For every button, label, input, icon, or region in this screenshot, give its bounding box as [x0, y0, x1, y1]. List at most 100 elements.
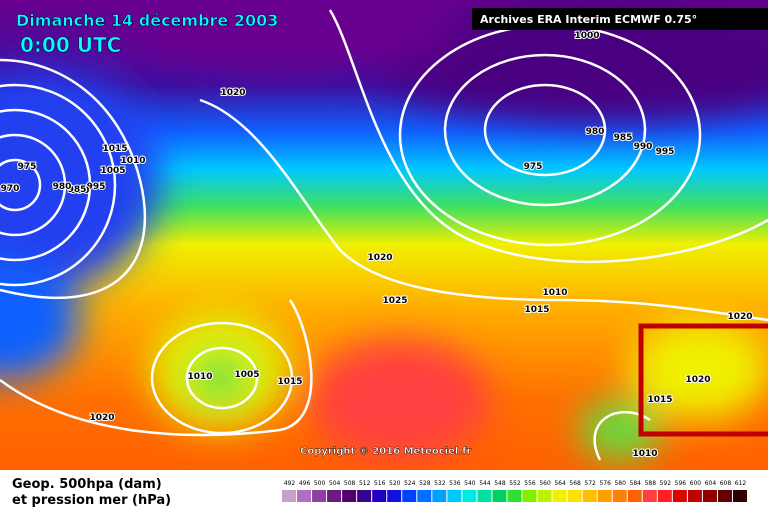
scale-swatch: [522, 490, 537, 502]
scale-label: 580: [614, 480, 626, 487]
isobar-label: 985: [68, 185, 87, 195]
scale-label: 576: [599, 480, 611, 487]
scale-swatch: [297, 490, 312, 502]
isobar-label: 1000: [574, 31, 599, 41]
isobar-label: 1020: [89, 413, 114, 423]
scale-label: 608: [720, 480, 732, 487]
isobar-label: 970: [1, 184, 20, 194]
scale-swatch: [372, 490, 387, 502]
scale-swatch: [387, 490, 402, 502]
scale-label: 568: [569, 480, 581, 487]
scale-swatch: [402, 490, 417, 502]
isobar-label: 1020: [685, 375, 710, 385]
scale-label: 596: [675, 480, 687, 487]
scale-label: 532: [434, 480, 446, 487]
isobar-label: 1010: [120, 156, 145, 166]
scale-label: 504: [329, 480, 341, 487]
isobar-label: 1015: [277, 377, 302, 387]
scale-swatch: [507, 490, 522, 502]
color-scale: 492 496 500 504 508 512 516 520 524 528 532 536 540 5…: [282, 480, 747, 502]
scale-swatch: [642, 490, 657, 502]
scale-label: 552: [509, 480, 521, 487]
scale-label: 572: [584, 480, 596, 487]
isobar-label: 1005: [234, 370, 259, 380]
scale-label: 604: [705, 480, 717, 487]
scale-swatch: [597, 490, 612, 502]
isobar-label: 1005: [100, 166, 125, 176]
scale-swatch: [417, 490, 432, 502]
scale-swatch: [357, 490, 372, 502]
source: Archives ERA Interim ECMWF 0.75°: [480, 13, 697, 26]
scale-swatch: [537, 490, 552, 502]
isobar-label: 1010: [632, 449, 657, 459]
isobar-label: 995: [87, 182, 106, 192]
isobar-label: 1020: [727, 312, 752, 322]
scale-label: 540: [464, 480, 476, 487]
isobar-label: 990: [71, 186, 90, 196]
scale-swatch: [672, 490, 687, 502]
zoom-inset: [638, 323, 768, 437]
time-title: 0:00 UTC: [20, 33, 121, 57]
scale-label: 516: [374, 480, 386, 487]
scale-swatch: [657, 490, 672, 502]
scale-label: 520: [389, 480, 401, 487]
scale-swatch: [447, 490, 462, 502]
isobar-label: 1015: [102, 144, 127, 154]
scale-swatch: [282, 490, 297, 502]
scale-swatch: [552, 490, 567, 502]
isobar-label: 980: [53, 182, 72, 192]
source-box: [472, 8, 768, 30]
isobars: [0, 9, 768, 461]
scale-label: 556: [524, 480, 536, 487]
scale-swatch: [702, 490, 717, 502]
scale-swatch: [342, 490, 357, 502]
isobar-label: 1025: [382, 296, 407, 306]
scale-label: 584: [630, 480, 642, 487]
scale-swatch: [612, 490, 627, 502]
scale-swatch: [717, 490, 732, 502]
scale-swatch: [582, 490, 597, 502]
scale-swatch: [432, 490, 447, 502]
scale-label: 600: [690, 480, 702, 487]
isobar-label: 1020: [220, 88, 245, 98]
scale-label: 492: [284, 480, 296, 487]
scale-label: 544: [479, 480, 491, 487]
isobar-label: 975: [18, 162, 37, 172]
scale-swatch: [462, 490, 477, 502]
date-title: Dimanche 14 décembre 2003: [16, 11, 278, 30]
scale-swatch: [327, 490, 342, 502]
scale-swatch: [492, 490, 507, 502]
field-blobs: [0, 0, 768, 460]
legend-title: Geop. 500hpa (dam): [12, 477, 162, 492]
scale-label: 536: [449, 480, 461, 487]
scale-label: 528: [419, 480, 431, 487]
scale-label: 500: [314, 480, 326, 487]
scale-swatch: [312, 490, 327, 502]
isobar-label: 990: [634, 142, 653, 152]
isobar-label: 1010: [187, 372, 212, 382]
isobar-label: 995: [656, 147, 675, 157]
scale-swatch: [477, 490, 492, 502]
copyright: Copyright © 2016 Meteociel.fr: [300, 446, 471, 457]
legend-subtitle: et pression mer (hPa): [12, 493, 171, 508]
isobar-label: 975: [524, 162, 543, 172]
scale-label: 564: [554, 480, 566, 487]
scale-swatch: [687, 490, 702, 502]
scale-label: 496: [299, 480, 311, 487]
scale-label: 508: [344, 480, 356, 487]
scale-swatch: [732, 490, 747, 502]
scale-swatch: [627, 490, 642, 502]
isobar-label: 980: [586, 127, 605, 137]
isobar-label: 1020: [367, 253, 392, 263]
scale-label: 560: [539, 480, 551, 487]
isobar-label: 985: [614, 133, 633, 143]
scale-label: 612: [735, 480, 747, 487]
isobar-label: 1015: [647, 395, 672, 405]
scale-label: 548: [494, 480, 506, 487]
isobar-labels: 1020975970101510101005995990985980102010…: [0, 30, 754, 460]
scale-swatch: [567, 490, 582, 502]
scale-label: 512: [359, 480, 371, 487]
isobar-label: 1015: [524, 305, 549, 315]
scale-label: 524: [404, 480, 416, 487]
